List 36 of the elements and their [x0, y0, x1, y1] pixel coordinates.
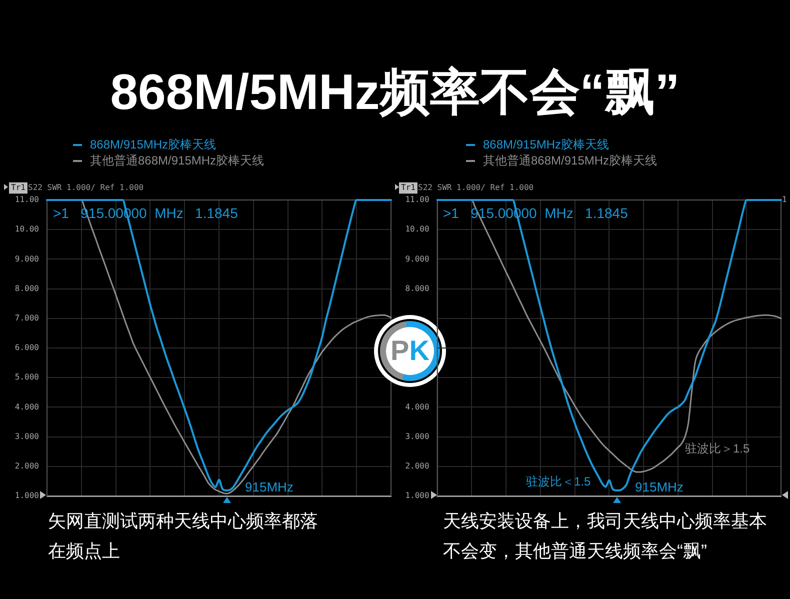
y-tick-label: 2.000 — [405, 461, 430, 470]
text: 1 — [782, 195, 787, 204]
legend-label: 其他普通868M/915MHz胶棒天线 — [483, 153, 658, 168]
y-tick-label: 8.000 — [14, 284, 40, 293]
text: S22 SWR 1.000/ Ref 1.000 — [418, 183, 534, 192]
y-tick-label: 10.00 — [14, 224, 40, 234]
y-tick-label: 6.000 — [14, 343, 40, 352]
y-tick-label: 2.000 — [14, 461, 40, 470]
text: Tr1 — [401, 183, 416, 192]
y-tick-label: 1.000 — [405, 491, 430, 500]
y-tick-label: 1.000 — [14, 491, 40, 500]
annotation: 驻波比＜1.5 — [526, 474, 592, 488]
y-tick-label: 9.000 — [405, 254, 430, 264]
text: 矢网直测试两种天线中心频率都落在频点上 — [48, 510, 319, 563]
legend-label: 868M/915MHz胶棒天线 — [90, 137, 216, 152]
y-tick-label: 3.000 — [14, 432, 40, 441]
y-tick-label: 9.000 — [14, 254, 40, 264]
text: Tr1 — [11, 183, 26, 192]
text: S22 SWR 1.000/ Ref 1.000 — [28, 183, 144, 192]
y-tick-label: 4.000 — [14, 402, 40, 412]
chart-title: 868M/5MHz频率不会“飘” — [109, 63, 681, 122]
annotation: 驻波比＞1.5 — [685, 441, 750, 456]
text: 天线安装设备上，我司天线中心频率基本不会变，其他普通天线频率会“飘” — [443, 510, 768, 563]
y-tick-label: 5.000 — [14, 372, 40, 382]
legend-label: 其他普通868M/915MHz胶棒天线 — [90, 153, 264, 168]
annotation: 915MHz — [635, 480, 684, 495]
legend-label: 868M/915MHz胶棒天线 — [483, 137, 610, 152]
y-tick-label: 10.00 — [405, 224, 430, 234]
annotation: PK — [390, 335, 430, 366]
y-tick-label: 7.000 — [14, 313, 40, 322]
y-tick-label: 8.000 — [405, 284, 430, 293]
y-tick-label: 3.000 — [405, 432, 430, 441]
y-tick-label: 4.000 — [405, 402, 430, 412]
y-tick-label: 11.00 — [405, 195, 430, 204]
annotation: 915MHz — [245, 480, 294, 495]
y-tick-label: 11.00 — [14, 195, 40, 204]
